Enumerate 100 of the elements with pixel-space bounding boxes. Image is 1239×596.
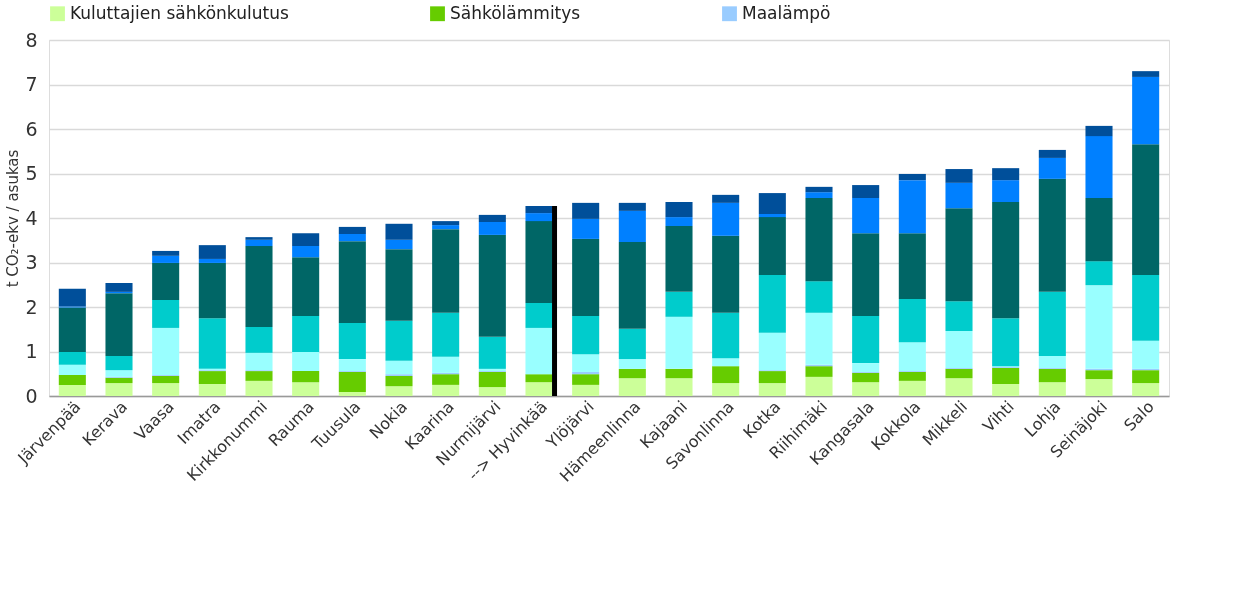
legend-label: Maalämpö <box>742 2 831 23</box>
bar <box>618 359 646 369</box>
bar <box>945 368 973 379</box>
bar <box>712 194 740 203</box>
bar <box>105 383 133 396</box>
bar <box>1085 197 1113 262</box>
bar <box>432 221 460 226</box>
bar <box>58 288 86 307</box>
bar <box>198 318 226 369</box>
bar <box>1038 382 1066 396</box>
bar <box>758 332 786 371</box>
bar <box>58 375 86 385</box>
bar <box>758 274 786 333</box>
bar <box>58 307 86 352</box>
bar <box>338 241 366 324</box>
bar <box>245 371 273 381</box>
bar <box>525 205 553 214</box>
bar <box>572 354 600 372</box>
bar <box>852 382 880 396</box>
bar <box>618 242 646 329</box>
y-tick-label: 1 <box>25 340 38 362</box>
bar <box>758 383 786 396</box>
bar <box>385 360 413 375</box>
bar <box>572 315 600 355</box>
bar <box>805 281 833 313</box>
bar <box>618 202 646 211</box>
bar <box>992 318 1020 367</box>
bar <box>198 383 226 396</box>
bar <box>1038 368 1066 383</box>
bar <box>572 384 600 396</box>
bar <box>338 323 366 360</box>
bar <box>58 351 86 365</box>
bar <box>245 380 273 396</box>
bar <box>245 352 273 371</box>
bar <box>292 371 320 383</box>
bar <box>712 202 740 236</box>
bar <box>525 221 553 303</box>
bar <box>338 234 366 242</box>
bar <box>58 384 86 396</box>
bar <box>385 320 413 361</box>
bar <box>572 218 600 239</box>
bar <box>945 331 973 368</box>
bar <box>1038 355 1066 368</box>
bar <box>432 312 460 357</box>
bar <box>852 197 880 234</box>
y-tick-label: 4 <box>25 206 38 229</box>
bar <box>338 226 366 235</box>
bar <box>338 392 366 396</box>
bar <box>245 246 273 328</box>
bar <box>1085 379 1113 396</box>
bar <box>758 217 786 275</box>
y-tick-label: 6 <box>25 117 38 140</box>
bar <box>805 186 833 193</box>
bar <box>665 201 693 218</box>
bar <box>292 246 320 258</box>
bar <box>618 368 646 379</box>
bar <box>665 217 693 227</box>
bar <box>525 303 553 328</box>
bar <box>992 201 1020 319</box>
bar <box>105 355 133 371</box>
bar <box>1132 76 1160 145</box>
bar <box>665 226 693 292</box>
bar <box>992 383 1020 396</box>
bar <box>478 387 506 396</box>
bar <box>525 213 553 222</box>
bar <box>152 250 180 256</box>
bar <box>105 293 133 356</box>
bar <box>572 238 600 316</box>
bar <box>1085 285 1113 369</box>
bar <box>292 315 320 352</box>
bar <box>898 342 926 372</box>
bar <box>385 386 413 396</box>
bar <box>1085 136 1113 198</box>
y-tick-label: 3 <box>25 251 38 273</box>
bar <box>712 383 740 396</box>
bar <box>898 173 926 181</box>
bar <box>852 185 880 198</box>
bar <box>245 239 273 247</box>
bar <box>805 197 833 282</box>
bar <box>432 225 460 230</box>
bar <box>152 327 180 376</box>
bar <box>525 327 553 375</box>
bar <box>758 193 786 214</box>
bar <box>198 262 226 319</box>
bar <box>525 382 553 396</box>
legend-label: Sähkölämmitys <box>450 2 581 23</box>
bar <box>852 363 880 372</box>
bar <box>198 245 226 259</box>
bar <box>152 255 180 263</box>
bar <box>58 364 86 376</box>
y-tick-label: 2 <box>25 295 38 318</box>
bar <box>945 182 973 209</box>
bar <box>478 214 506 223</box>
bar <box>338 371 366 392</box>
bar <box>1038 157 1066 179</box>
y-tick-label: 8 <box>25 28 38 51</box>
bar <box>525 374 553 383</box>
bar <box>478 222 506 235</box>
bar <box>665 291 693 317</box>
bar <box>1132 71 1160 77</box>
